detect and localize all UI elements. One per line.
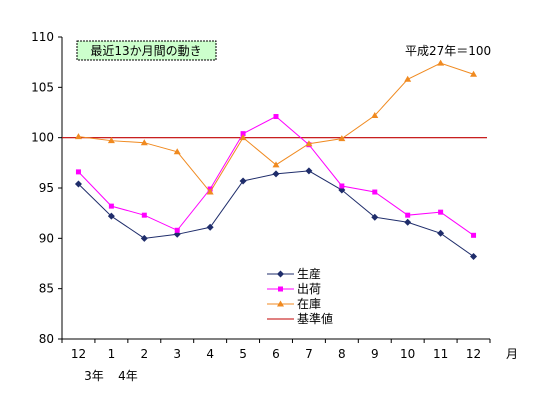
- legend-swatch-marker: [278, 286, 283, 292]
- x-tick-label: 7: [305, 347, 313, 361]
- x-tick-label: 10: [400, 347, 415, 361]
- data-point-triangle: [272, 161, 280, 168]
- x-tick-label: 9: [371, 347, 379, 361]
- x-tick-label: 8: [338, 347, 346, 361]
- x-tick-label: 2: [140, 347, 148, 361]
- x-tick-label: 3: [173, 347, 181, 361]
- data-point-square: [438, 209, 444, 215]
- x-tick-label: 1: [108, 347, 116, 361]
- data-point-triangle: [305, 140, 313, 147]
- data-point-square: [141, 212, 147, 218]
- legend-swatch-marker: [277, 300, 284, 307]
- x-tick-label: 4: [206, 347, 214, 361]
- data-point-square: [108, 203, 114, 209]
- x-tick-label: 12: [71, 347, 86, 361]
- data-point-triangle: [107, 137, 115, 144]
- data-point-triangle: [371, 112, 379, 119]
- legend-swatch-marker: [277, 270, 284, 278]
- x-tick-label: 12: [466, 347, 481, 361]
- legend-label: 在庫: [297, 297, 321, 311]
- data-point-triangle: [140, 139, 148, 146]
- data-point-square: [372, 189, 378, 195]
- legend-label: 基準値: [297, 311, 333, 326]
- y-tick-label: 100: [31, 131, 54, 145]
- data-point-square: [273, 114, 279, 120]
- data-point-diamond: [470, 252, 478, 260]
- data-point-diamond: [404, 218, 412, 226]
- data-point-square: [471, 232, 477, 238]
- data-point-square: [75, 169, 81, 175]
- data-point-triangle: [239, 134, 247, 141]
- legend-label: 生産: [297, 266, 321, 281]
- data-point-square: [405, 212, 411, 218]
- data-point-diamond: [74, 180, 82, 188]
- y-tick-label: 110: [31, 30, 54, 44]
- year-label-3: 3年: [84, 369, 104, 383]
- y-tick-label: 85: [39, 282, 54, 296]
- y-tick-label: 105: [31, 80, 54, 94]
- data-point-triangle: [470, 70, 478, 77]
- y-tick-label: 95: [39, 181, 54, 195]
- data-point-triangle: [437, 59, 445, 66]
- data-point-diamond: [437, 229, 445, 237]
- legend-label: 出荷: [297, 282, 321, 296]
- data-point-triangle: [206, 188, 214, 195]
- data-point-diamond: [206, 223, 214, 231]
- chart-title-box: 最近13か月間の動き: [76, 40, 217, 61]
- data-point-triangle: [404, 75, 412, 82]
- data-point-square: [339, 183, 345, 189]
- y-tick-label: 80: [39, 332, 54, 346]
- plot-area: [61, 37, 490, 340]
- x-tick-label: 11: [433, 347, 448, 361]
- x-tick-label: 6: [272, 347, 280, 361]
- data-point-diamond: [107, 212, 115, 220]
- data-point-diamond: [239, 177, 247, 185]
- data-point-square: [240, 131, 246, 137]
- data-point-triangle: [74, 133, 82, 140]
- data-point-diamond: [272, 170, 280, 178]
- data-point-triangle: [338, 135, 346, 142]
- data-point-square: [174, 227, 180, 233]
- x-tick-label: 5: [239, 347, 247, 361]
- year-label-4: 4年: [118, 369, 138, 383]
- y-tick-label: 90: [39, 231, 54, 245]
- data-point-triangle: [173, 148, 181, 155]
- data-point-diamond: [371, 213, 379, 221]
- base-year-note: 平成27年＝100: [405, 44, 491, 58]
- series-layer: [62, 59, 487, 260]
- x-ticks: 12 1 2 3 4 5 6 7 8 9 10 11 12: [61, 339, 491, 361]
- data-point-diamond: [305, 167, 313, 175]
- y-ticks: 80 85 90 95 100 105 110: [31, 30, 62, 346]
- data-point-diamond: [140, 234, 148, 242]
- x-unit-label: 月: [506, 347, 518, 361]
- chart-title-background: [76, 40, 217, 61]
- chart-title: 最近13か月間の動き: [90, 44, 201, 58]
